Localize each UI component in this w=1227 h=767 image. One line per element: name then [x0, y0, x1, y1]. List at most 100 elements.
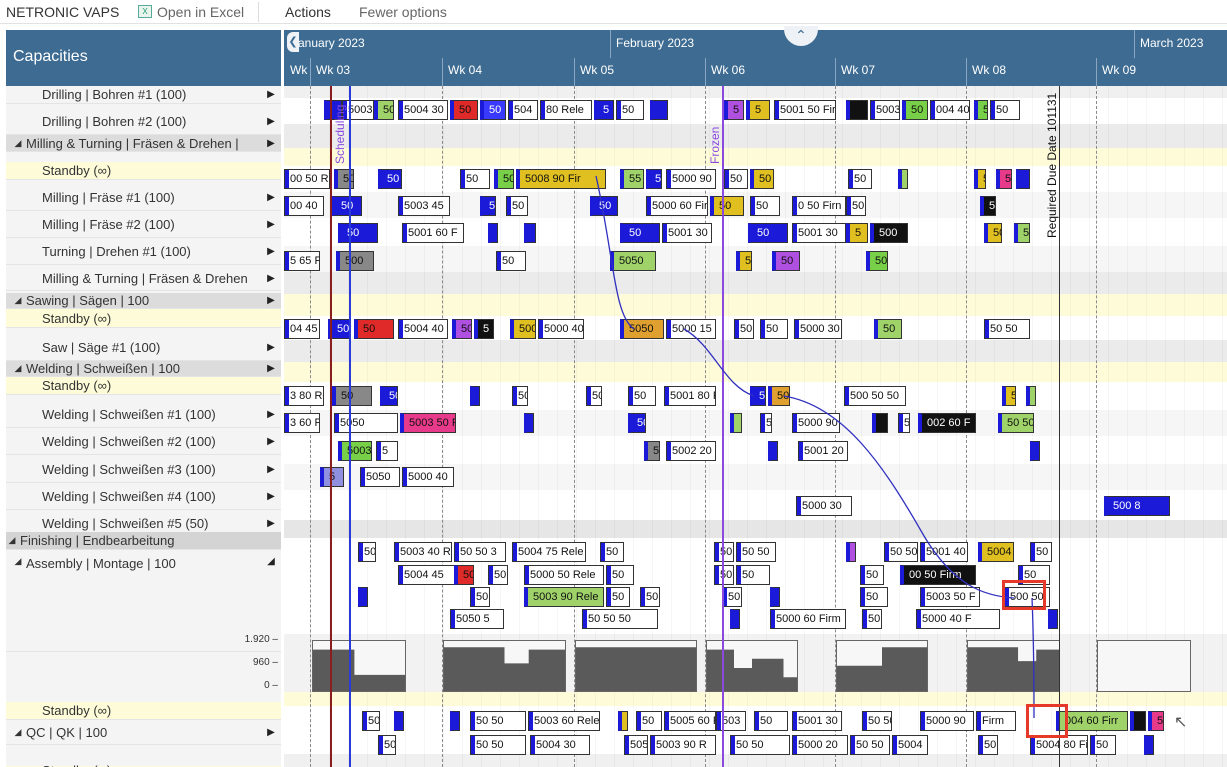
operation-bar[interactable]: 5003 90 R	[650, 735, 716, 755]
operation-bar[interactable]: 5003	[338, 441, 372, 461]
operation-bar[interactable]: 5	[646, 169, 662, 189]
operation-bar[interactable]: 50 50	[984, 319, 1030, 339]
operation-bar[interactable]	[450, 711, 460, 731]
operation-bar[interactable]: 50	[362, 711, 380, 731]
operation-bar[interactable]	[650, 100, 668, 120]
operation-bar[interactable]: 50	[512, 386, 528, 406]
operation-bar[interactable]	[1016, 169, 1030, 189]
operation-bar[interactable]: 50	[902, 100, 928, 120]
operation-bar[interactable]: 50 50	[470, 711, 526, 731]
operation-bar[interactable]: 50	[1002, 386, 1016, 406]
operation-bar[interactable]: 5003	[870, 100, 900, 120]
operation-bar[interactable]: 50	[772, 251, 800, 271]
row-menu-arrow-icon[interactable]: ▶	[267, 436, 275, 447]
expand-toggle-icon[interactable]: ◢	[8, 535, 16, 545]
operation-bar[interactable]: 5 65 R	[284, 251, 320, 271]
capacity-row[interactable]: Standby (∞)	[6, 309, 281, 328]
operation-bar[interactable]	[898, 169, 908, 189]
operation-bar[interactable]	[324, 100, 342, 120]
row-menu-arrow-icon[interactable]: ▶	[267, 273, 275, 284]
operation-bar[interactable]: 50	[754, 711, 788, 731]
operation-bar[interactable]: 3 60 Re	[284, 413, 320, 433]
operation-bar[interactable]: 5050	[360, 467, 400, 487]
operation-bar[interactable]: 50	[768, 386, 790, 406]
capacity-row[interactable]: Saw | Säge #1 (100) ▶	[6, 335, 281, 361]
operation-bar[interactable]	[1130, 711, 1146, 731]
collapse-header-button[interactable]: ⌃	[784, 26, 818, 46]
operation-bar[interactable]: 5003 40 R	[394, 542, 452, 562]
operation-bar[interactable]	[846, 542, 856, 562]
date-marker-line[interactable]	[330, 86, 332, 767]
expand-toggle-icon[interactable]: ◢	[14, 363, 22, 373]
operation-bar[interactable]: 50	[494, 169, 514, 189]
row-menu-arrow-icon[interactable]: ▶	[267, 491, 275, 502]
operation-bar[interactable]: 5	[474, 319, 494, 339]
operation-bar[interactable]: 50	[862, 609, 882, 629]
row-menu-arrow-icon[interactable]: ▶	[267, 727, 275, 738]
operation-bar[interactable]: 50	[616, 100, 644, 120]
operation-bar[interactable]: 500 50 50	[844, 386, 906, 406]
operation-bar[interactable]: 5	[594, 100, 614, 120]
capacity-row[interactable]: Milling & Turning | Fräsen & Drehen ▶	[6, 267, 281, 291]
operation-bar[interactable]: 50	[628, 413, 646, 433]
row-menu-arrow-icon[interactable]: ▶	[267, 116, 275, 127]
operation-bar[interactable]: 5000 90	[666, 169, 716, 189]
operation-bar[interactable]: 50	[640, 587, 660, 607]
operation-bar[interactable]: 5000 60 Firm	[770, 609, 846, 629]
operation-bar[interactable]: 80 Rele	[540, 100, 592, 120]
capacity-row[interactable]: ◢ Sawing | Sägen | 100 ▶	[6, 293, 281, 309]
operation-bar[interactable]: 5000 50 Rele	[524, 565, 604, 585]
operation-bar[interactable]: 5000 15	[666, 319, 716, 339]
operation-bar[interactable]: 0 50 Firn	[792, 196, 846, 216]
operation-bar[interactable]: 3 80 Re	[284, 386, 324, 406]
operation-bar[interactable]: 5004	[892, 735, 928, 755]
capacity-row[interactable]: ◢ Milling & Turning | Fräsen & Drehen | ▶	[6, 135, 281, 152]
operation-bar[interactable]: 5004 75 Rele	[512, 542, 586, 562]
operation-bar[interactable]: 5000 40	[538, 319, 584, 339]
operation-bar[interactable]: 500 8	[1104, 496, 1170, 516]
operation-bar[interactable]: 50	[600, 542, 624, 562]
operation-bar[interactable]: 5001 30	[662, 223, 712, 243]
operation-bar[interactable]: 50 50 50	[582, 609, 658, 629]
capacity-row[interactable]: Welding | Schweißen #3 (100) ▶	[6, 457, 281, 483]
operation-bar[interactable]: 50	[450, 100, 478, 120]
operation-bar[interactable]: 50	[734, 319, 754, 339]
dependency-link[interactable]	[1031, 597, 1035, 719]
operation-bar[interactable]	[770, 587, 780, 607]
operation-bar[interactable]	[846, 100, 868, 120]
operation-bar[interactable]: 002 60 F	[918, 413, 976, 433]
operation-bar[interactable]: 5004 30	[398, 100, 448, 120]
actions-menu-button[interactable]: Actions	[285, 3, 331, 20]
capacity-row[interactable]: Welding | Schweißen #4 (100) ▶	[6, 484, 281, 510]
operation-bar[interactable]: 50	[748, 223, 788, 243]
operation-bar[interactable]: 50	[760, 413, 772, 433]
capacity-row[interactable]: ◢ QC | QK | 100 ▶	[6, 721, 281, 745]
operation-bar[interactable]: 50	[460, 169, 490, 189]
operation-bar[interactable]	[730, 609, 740, 629]
operation-bar[interactable]: 50	[874, 319, 902, 339]
operation-bar[interactable]: 5004 30	[530, 735, 590, 755]
operation-bar[interactable]: 55	[620, 169, 644, 189]
operation-bar[interactable]	[872, 413, 888, 433]
dependency-link[interactable]	[595, 175, 635, 330]
operation-bar[interactable]: 50 50	[730, 735, 790, 755]
date-marker-line[interactable]	[1059, 86, 1060, 767]
operation-bar[interactable]: 5001 80 F	[664, 386, 716, 406]
operation-bar[interactable]: 50	[496, 251, 526, 271]
operation-bar[interactable]: 50	[620, 223, 660, 243]
operation-bar[interactable]: 50	[714, 565, 734, 585]
operation-bar[interactable]: 50	[506, 196, 528, 216]
operation-bar[interactable]: 5000 90	[792, 413, 840, 433]
operation-bar[interactable]: 5	[846, 223, 868, 243]
operation-bar[interactable]: 5001 30	[792, 711, 842, 731]
operation-bar[interactable]: 500	[866, 251, 888, 271]
operation-bar[interactable]: 50	[358, 542, 376, 562]
operation-bar[interactable]: 5004 45	[398, 565, 456, 585]
operation-bar[interactable]: 50	[750, 196, 780, 216]
operation-bar[interactable]: 00 40	[284, 196, 324, 216]
operation-bar[interactable]: 50	[374, 100, 394, 120]
expand-toggle-icon[interactable]: ◢	[14, 137, 22, 148]
operation-bar[interactable]: 50	[1148, 711, 1164, 731]
operation-bar[interactable]: 50 50	[998, 413, 1034, 433]
